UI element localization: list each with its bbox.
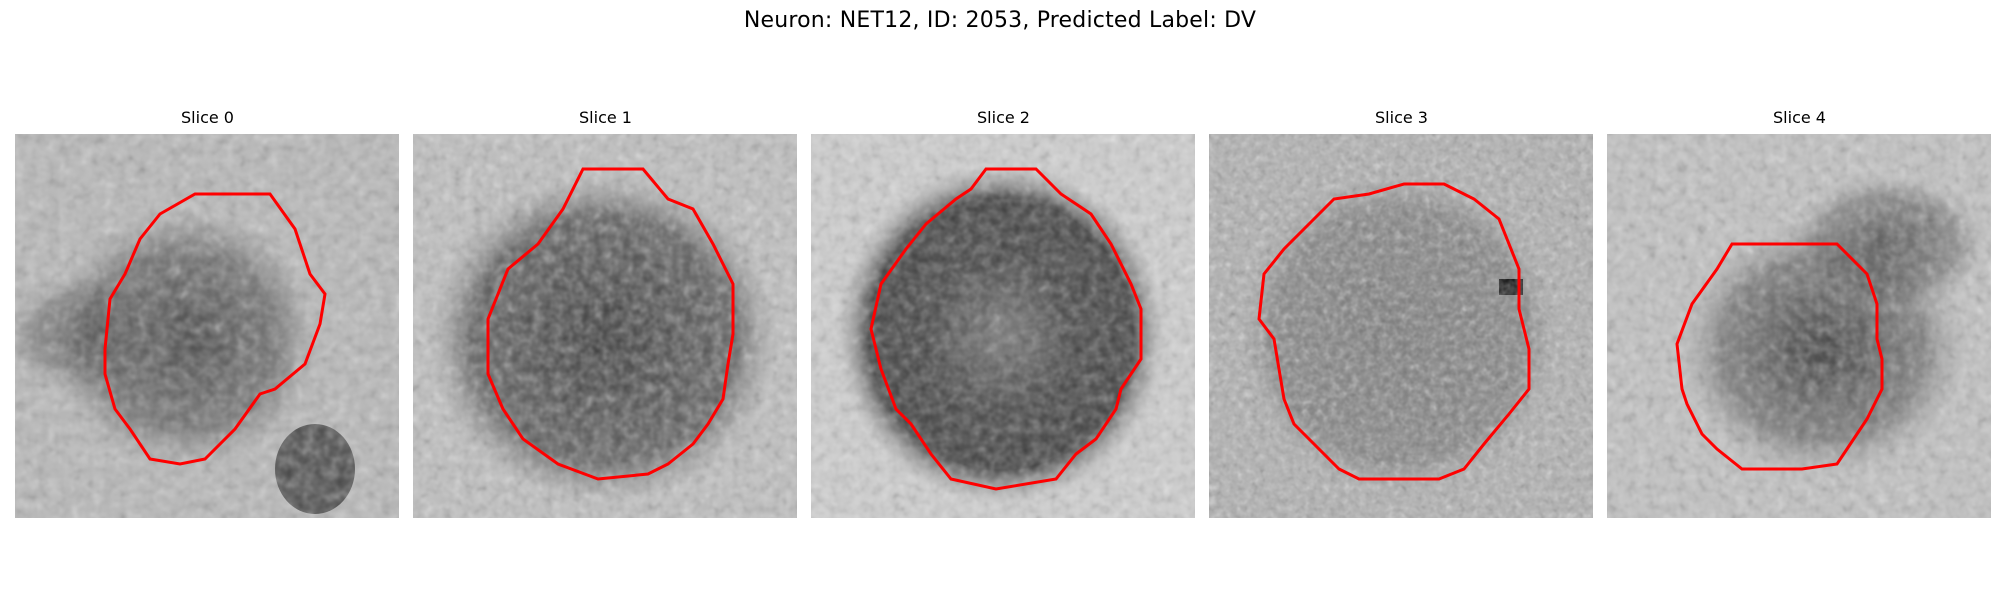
slice-title-4: Slice 4 bbox=[1773, 108, 1826, 127]
slice-panel-2: Slice 2 bbox=[811, 108, 1196, 518]
slice-title-1: Slice 1 bbox=[579, 108, 632, 127]
slice-image-3 bbox=[1209, 134, 1593, 518]
slice-image-1 bbox=[413, 134, 797, 518]
slice-panel-0: Slice 0 bbox=[15, 108, 400, 518]
roi-contour-2 bbox=[869, 167, 1143, 491]
slice-title-0: Slice 0 bbox=[181, 108, 234, 127]
slice-title-2: Slice 2 bbox=[977, 108, 1030, 127]
slice-image-0 bbox=[15, 134, 399, 518]
slice-title-3: Slice 3 bbox=[1375, 108, 1428, 127]
roi-contour-0 bbox=[103, 192, 327, 466]
roi-contour-1 bbox=[486, 167, 735, 481]
roi-contour-4 bbox=[1675, 242, 1884, 471]
roi-contour-3 bbox=[1257, 182, 1531, 481]
slice-image-4 bbox=[1607, 134, 1991, 518]
slice-panel-1: Slice 1 bbox=[413, 108, 798, 518]
slice-panel-3: Slice 3 bbox=[1209, 108, 1594, 518]
slice-panel-4: Slice 4 bbox=[1607, 108, 1992, 518]
figure-title: Neuron: NET12, ID: 2053, Predicted Label… bbox=[743, 8, 1257, 33]
slice-image-2 bbox=[811, 134, 1195, 518]
